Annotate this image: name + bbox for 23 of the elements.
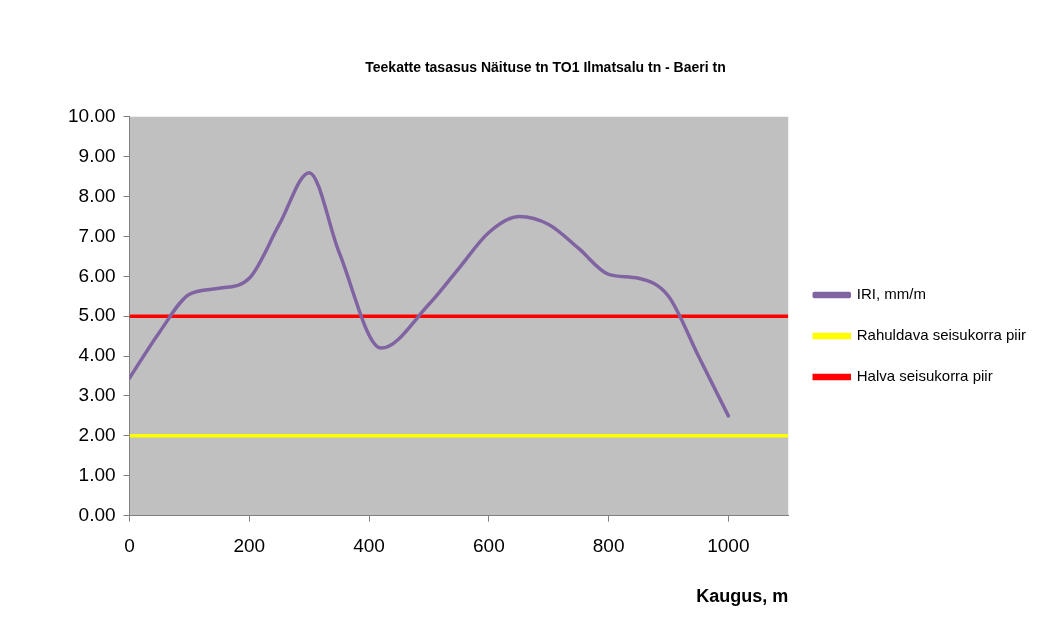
legend-label: IRI, mm/m [856, 285, 926, 303]
y-tick-label: 8.00 [78, 184, 116, 206]
y-tick-label: 4.00 [78, 344, 116, 366]
y-tick-label: 5.00 [78, 304, 116, 326]
y-tick-label: 9.00 [78, 144, 116, 166]
y-tick-label: 1.00 [78, 463, 116, 485]
x-axis-title: Kaugus, m [696, 586, 789, 607]
x-tick-label: 800 [592, 535, 625, 557]
legend-label: Halva seisukorra piir [856, 367, 993, 385]
y-tick-label: 0.00 [78, 503, 116, 525]
y-tick-label: 10.00 [68, 105, 116, 127]
y-tick-label: 7.00 [78, 224, 116, 246]
x-tick-label: 400 [353, 535, 385, 557]
y-tick-label: 3.00 [78, 384, 116, 406]
legend-label: Rahuldava seisukorra piir [856, 326, 1026, 344]
x-tick-label: 1000 [707, 535, 750, 557]
y-tick-label: 6.00 [78, 264, 116, 286]
chart-title: Teekatte tasasus Näituse tn TO1 Ilmatsalu tn - Baeri tn [365, 59, 726, 76]
x-tick-label: 200 [233, 535, 266, 557]
line-series [129, 170, 731, 418]
x-tick-label: 600 [472, 535, 505, 557]
x-tick-label: 0 [124, 535, 135, 557]
y-tick-label: 2.00 [78, 424, 116, 446]
